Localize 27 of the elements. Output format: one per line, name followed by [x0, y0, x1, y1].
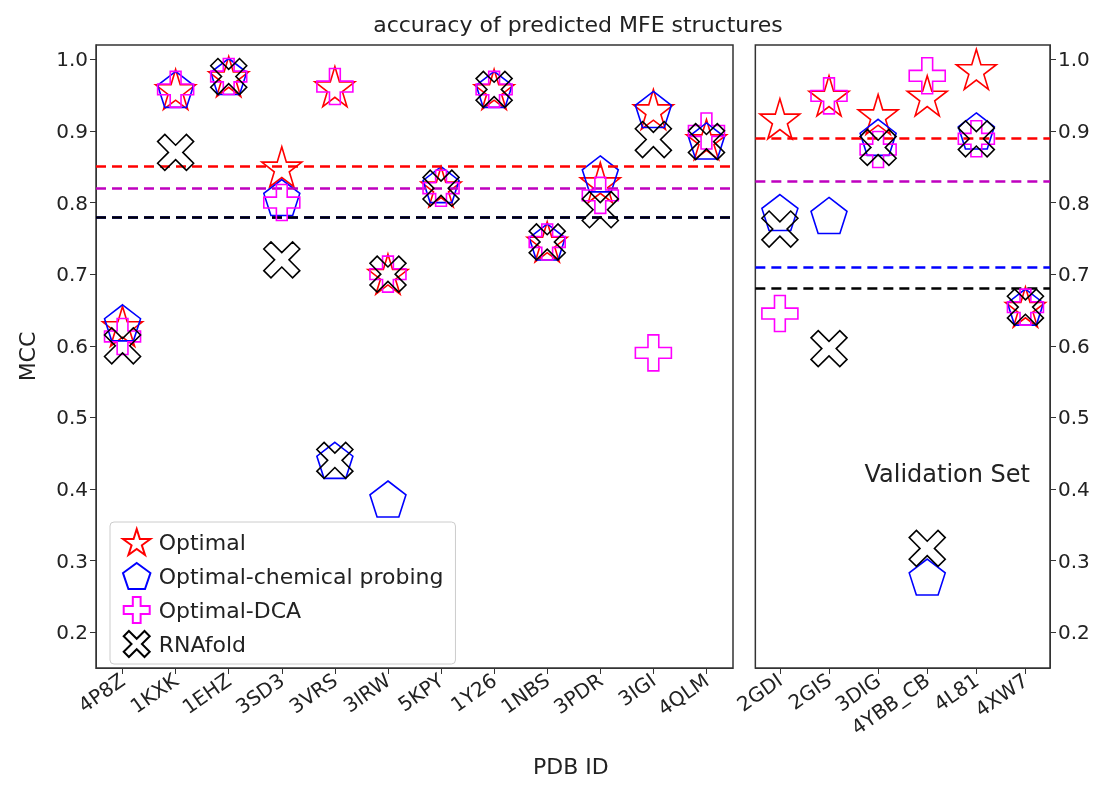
y-tick-label: 0.2: [1058, 620, 1090, 645]
y-tick-label: 0.5: [56, 405, 88, 430]
y-tick-label: 0.7: [56, 262, 88, 287]
y-tick-label: 1.0: [1058, 47, 1090, 72]
y-tick-label: 0.4: [56, 476, 88, 501]
y-tick-label: 0.6: [56, 333, 88, 358]
y-tick-label: 0.5: [1058, 405, 1090, 430]
legend-label: Optimal-DCA: [158, 597, 302, 623]
y-axis-title: MCC: [14, 331, 40, 382]
x-tick-label: 3IGI: [613, 668, 661, 711]
x-axis-title: PDB ID: [533, 753, 609, 779]
y-tick-label: 0.3: [1058, 548, 1090, 573]
y-tick-label: 0.2: [56, 620, 88, 645]
y-tick-label: 1.0: [56, 47, 88, 72]
y-tick-label: 0.3: [56, 548, 88, 573]
y-tick-label: 0.8: [1058, 190, 1090, 215]
legend-label: RNAfold: [158, 631, 247, 657]
y-tick-label: 0.9: [1058, 118, 1090, 143]
chart-title: accuracy of predicted MFE structures: [373, 11, 783, 37]
y-tick-label: 0.9: [56, 118, 88, 143]
y-tick-label: 0.8: [56, 190, 88, 215]
legend-label: Optimal: [158, 529, 246, 555]
y-tick-label: 0.4: [1058, 476, 1090, 501]
y-tick-label: 0.7: [1058, 262, 1090, 287]
legend-label: Optimal-chemical probing: [158, 563, 444, 589]
y-tick-label: 0.6: [1058, 333, 1090, 358]
annotation: Validation Set: [864, 460, 1031, 488]
